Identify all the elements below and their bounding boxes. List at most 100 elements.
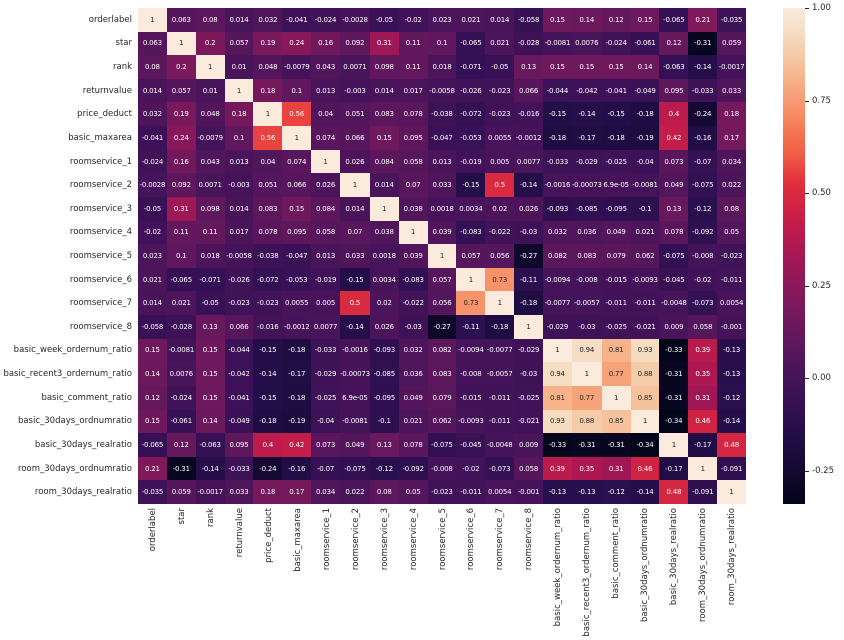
heatmap-cell: 0.073 [659,149,689,174]
column-label: basic_30days_realratio [669,508,680,606]
heatmap-cell: 0.5 [485,173,515,197]
heatmap-cell: 0.15 [195,385,225,410]
heatmap-cell: 0.88 [571,409,602,434]
heatmap-cell: -0.14 [688,55,718,79]
heatmap-cell: 0.77 [601,362,631,386]
heatmap-cell: 0.013 [427,149,457,174]
heatmap-cell: 1 [688,456,718,481]
heatmap-cell: -0.18 [514,291,543,316]
heatmap-cell: 0.0034 [456,196,486,221]
heatmap-cell: 1 [282,126,312,150]
heatmap-cell: -0.008 [571,267,602,292]
heatmap-cell: 0.083 [427,362,457,386]
heatmap-cell: 0.095 [224,433,254,457]
heatmap-cell: 1 [514,315,543,339]
heatmap-cell: 0.19 [253,31,283,56]
heatmap-cell: 0.036 [571,220,602,245]
heatmap-cell: -0.083 [456,220,486,245]
heatmap-cell: -0.072 [253,267,283,292]
heatmap-cell: 0.048 [253,55,283,79]
colorbar-tick-mark [805,100,809,102]
heatmap-cell: -0.035 [717,8,746,32]
heatmap-cell: -0.02 [456,456,486,481]
heatmap-cell: 0.049 [398,385,428,410]
heatmap-cell: -0.0094 [542,267,572,292]
heatmap-cell: 0.049 [659,173,689,197]
heatmap-cell: -0.035 [138,480,167,504]
heatmap-cell: -0.001 [717,315,746,339]
heatmap-cell: -0.011 [485,385,515,410]
heatmap-cell: 0.023 [138,244,167,268]
heatmap-cell: 0.08 [195,8,225,32]
heatmap-cell: -0.016 [514,102,543,127]
heatmap-cell: 0.032 [253,8,283,32]
heatmap-cell: -0.011 [601,291,631,316]
heatmap-cell: -0.16 [688,126,718,150]
heatmap-cell: 1 [138,8,167,32]
heatmap-cell: -0.093 [369,338,399,363]
column-label: roomservice_2 [350,508,361,571]
heatmap-cell: 0.051 [253,173,283,197]
heatmap-cell: 0.079 [427,385,457,410]
heatmap-cell: -0.0017 [195,480,225,504]
column-label: room_30days_realratio [727,508,738,606]
heatmap-cell: -0.0057 [485,362,515,386]
heatmap-cell: -0.0081 [542,31,572,56]
heatmap-cell: -0.0081 [630,173,660,197]
heatmap-cell: 0.009 [514,433,543,457]
heatmap-cell: -0.095 [369,385,399,410]
heatmap-cell: -0.049 [630,78,660,103]
heatmap-cell: 0.073 [311,433,340,457]
heatmap-cell: 0.058 [398,149,428,174]
heatmap-cell: 0.15 [195,362,225,386]
heatmap-cell: -0.31 [659,385,689,410]
row-label: roomservice_6 [69,274,132,285]
heatmap-cell: -0.05 [138,196,167,221]
heatmap-cell: 0.05 [398,480,428,504]
heatmap-cell: 6.9e-05 [339,385,370,410]
heatmap-cell: -0.091 [717,456,746,481]
heatmap-cell: -0.085 [571,196,602,221]
heatmap-cell: 0.14 [138,362,167,386]
heatmap-cell: 0.08 [138,55,167,79]
heatmap-cell: -0.047 [282,244,312,268]
heatmap-cell: 0.095 [659,78,689,103]
heatmap-cell: 0.1 [166,244,196,268]
heatmap-cell: -0.011 [456,480,486,504]
heatmap-cell: -0.075 [427,433,457,457]
heatmap-cell: 0.2 [195,31,225,56]
heatmap-cell: 0.014 [369,78,399,103]
heatmap-cell: -0.029 [311,362,340,386]
heatmap-cell: 0.082 [542,244,572,268]
heatmap-cell: 0.14 [630,55,660,79]
heatmap-cell: 0.014 [369,173,399,197]
heatmap-cell: -0.34 [630,433,660,457]
heatmap-cell: 0.014 [138,78,167,103]
heatmap-cell: 0.48 [659,480,689,504]
heatmap-cell: -0.14 [514,173,543,197]
heatmap-cell: 0.013 [224,149,254,174]
heatmap-cell: -0.24 [253,456,283,481]
heatmap-cell: 0.021 [166,291,196,316]
heatmap-cell: -0.021 [514,409,543,434]
heatmap-cell: -0.0012 [282,315,312,339]
heatmap-cell: 1 [339,173,370,197]
heatmap-cell: 0.095 [282,220,312,245]
column-label: roomservice_3 [379,508,390,571]
heatmap-cell: -0.33 [659,338,689,363]
heatmap-cell: -0.33 [542,433,572,457]
heatmap-cell: 0.42 [282,433,312,457]
heatmap-cell: -0.015 [456,385,486,410]
heatmap-cell: -0.15 [542,102,572,127]
heatmap-cell: -0.024 [601,31,631,56]
column-label: returnvalue [234,508,245,558]
heatmap-cell: -0.18 [282,338,312,363]
row-label: basic_recent3_ordernum_ratio [3,369,132,380]
heatmap-cell: 0.014 [224,196,254,221]
heatmap-cell: 0.051 [339,102,370,127]
heatmap-cell: -0.091 [688,480,718,504]
row-label: roomservice_1 [69,156,132,167]
heatmap-cell: -0.073 [485,456,515,481]
heatmap-cell: -0.024 [311,8,340,32]
heatmap-cell: 0.11 [398,31,428,56]
